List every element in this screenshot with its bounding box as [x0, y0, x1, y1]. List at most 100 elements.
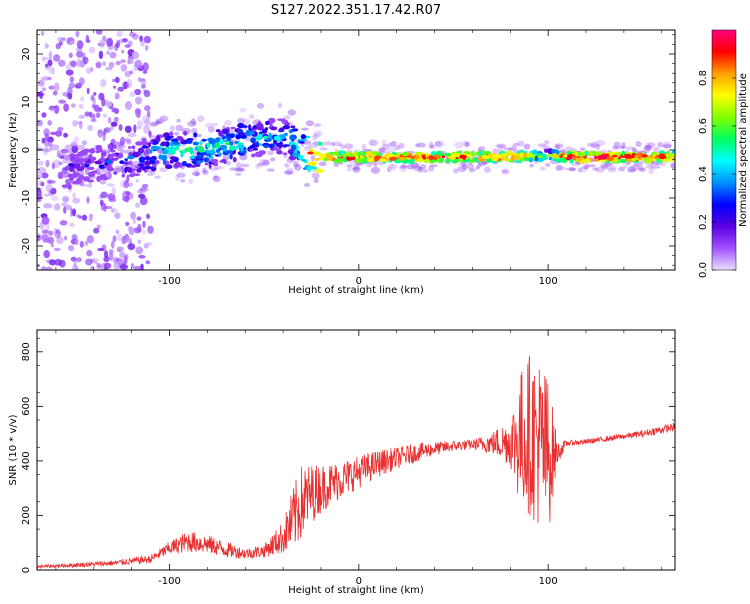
- heatmap-cell: [578, 166, 588, 173]
- heatmap-cell: [66, 182, 70, 186]
- heatmap-cell: [83, 56, 89, 65]
- heatmap-cell: [37, 160, 44, 166]
- heatmap-cell: [189, 165, 197, 168]
- heatmap-cell: [181, 144, 186, 148]
- colorbar-gradient: [712, 30, 736, 270]
- heatmap-cell: [220, 159, 227, 162]
- heatmap-cell: [237, 143, 245, 150]
- heatmap-cell: [497, 144, 506, 149]
- heatmap-cell: [45, 63, 49, 68]
- heatmap-cell: [229, 128, 235, 134]
- heatmap-cell: [486, 158, 492, 163]
- heatmap-cell: [112, 140, 119, 145]
- heatmap-cell: [124, 125, 132, 133]
- heatmap-cell: [635, 141, 642, 147]
- heatmap-cell: [606, 156, 614, 161]
- heatmap-cell: [80, 96, 85, 102]
- heatmap-cell: [454, 141, 463, 149]
- heatmap-cell: [346, 167, 352, 172]
- heatmap-cell: [149, 122, 158, 127]
- heatmap-cell: [143, 156, 152, 160]
- heatmap-cell: [195, 160, 204, 164]
- heatmap-cell: [116, 30, 123, 38]
- heatmap-cell: [424, 159, 430, 164]
- heatmap-cell: [232, 157, 237, 163]
- heatmap-cell: [51, 162, 56, 170]
- heatmap-cell: [637, 166, 645, 171]
- heatmap-cell: [250, 137, 256, 144]
- heatmap-cell: [289, 134, 297, 140]
- x-tick-label: 100: [539, 576, 558, 587]
- heatmap-cell: [555, 158, 564, 162]
- heatmap-cell: [124, 158, 129, 162]
- heatmap-cell: [282, 152, 288, 155]
- heatmap-cell: [45, 266, 53, 270]
- heatmap-cell: [312, 134, 318, 141]
- heatmap-cell: [96, 263, 102, 269]
- heatmap-cell: [557, 166, 567, 171]
- heatmap-cell: [239, 108, 247, 113]
- heatmap-cell: [614, 156, 619, 160]
- heatmap-cell: [577, 151, 582, 157]
- heatmap-cell: [70, 208, 74, 217]
- heatmap-cell: [136, 168, 142, 173]
- heatmap-cell: [42, 147, 53, 152]
- heatmap-cell: [428, 155, 434, 160]
- heatmap-cell: [457, 165, 467, 173]
- heatmap-cell: [386, 166, 392, 173]
- heatmap-cell: [97, 129, 103, 134]
- heatmap-cell: [189, 147, 194, 153]
- heatmap-cell: [144, 160, 151, 166]
- heatmap-cell: [144, 165, 152, 170]
- heatmap-cell: [352, 151, 359, 157]
- heatmap-cell: [76, 257, 82, 263]
- heatmap-cell: [119, 160, 125, 165]
- heatmap-cell: [118, 258, 125, 265]
- heatmap-cell: [229, 153, 233, 160]
- heatmap-cell: [235, 134, 242, 140]
- heatmap-cell: [612, 154, 618, 158]
- heatmap-cell: [96, 224, 101, 230]
- heatmap-cell: [283, 170, 293, 175]
- heatmap-cell: [131, 145, 136, 150]
- heatmap-cell: [390, 163, 397, 170]
- heatmap-cell: [332, 141, 342, 147]
- heatmap-cell: [282, 144, 291, 147]
- heatmap-cell: [225, 160, 232, 166]
- heatmap-cell: [54, 130, 63, 137]
- heatmap-cell: [84, 111, 91, 117]
- heatmap-cell: [64, 150, 69, 155]
- heatmap-cell: [214, 165, 224, 170]
- heatmap-cell: [126, 141, 132, 145]
- heatmap-cell: [263, 135, 268, 140]
- heatmap-cell: [312, 130, 323, 137]
- heatmap-cell: [644, 145, 653, 151]
- heatmap-cell: [438, 157, 444, 163]
- heatmap-cell: [114, 212, 121, 219]
- heatmap-cell: [127, 57, 134, 65]
- heatmap-cell: [384, 153, 392, 159]
- heatmap-cell: [108, 153, 113, 160]
- heatmap-cell: [107, 149, 111, 155]
- heatmap-cell: [317, 141, 323, 146]
- heatmap-cell: [359, 151, 364, 155]
- heatmap-cell: [236, 166, 244, 170]
- heatmap-cell: [554, 143, 564, 149]
- heatmap-cell: [616, 152, 622, 156]
- heatmap-cell: [323, 141, 333, 146]
- heatmap-cell: [137, 147, 145, 154]
- heatmap-cell: [550, 148, 557, 154]
- heatmap-cell: [571, 162, 580, 167]
- heatmap-cell: [657, 141, 664, 148]
- colorbar-tick-label: 0.4: [698, 166, 709, 182]
- heatmap-cell: [414, 152, 423, 155]
- heatmap-cell: [583, 158, 591, 164]
- heatmap-cell: [544, 163, 551, 167]
- heatmap-cell: [62, 196, 70, 203]
- heatmap-cell: [73, 258, 77, 267]
- heatmap-cell: [210, 158, 219, 164]
- heatmap-cell: [82, 151, 88, 156]
- heatmap-cell: [145, 242, 153, 246]
- heatmap-cell: [284, 122, 290, 127]
- heatmap-cell: [85, 258, 93, 266]
